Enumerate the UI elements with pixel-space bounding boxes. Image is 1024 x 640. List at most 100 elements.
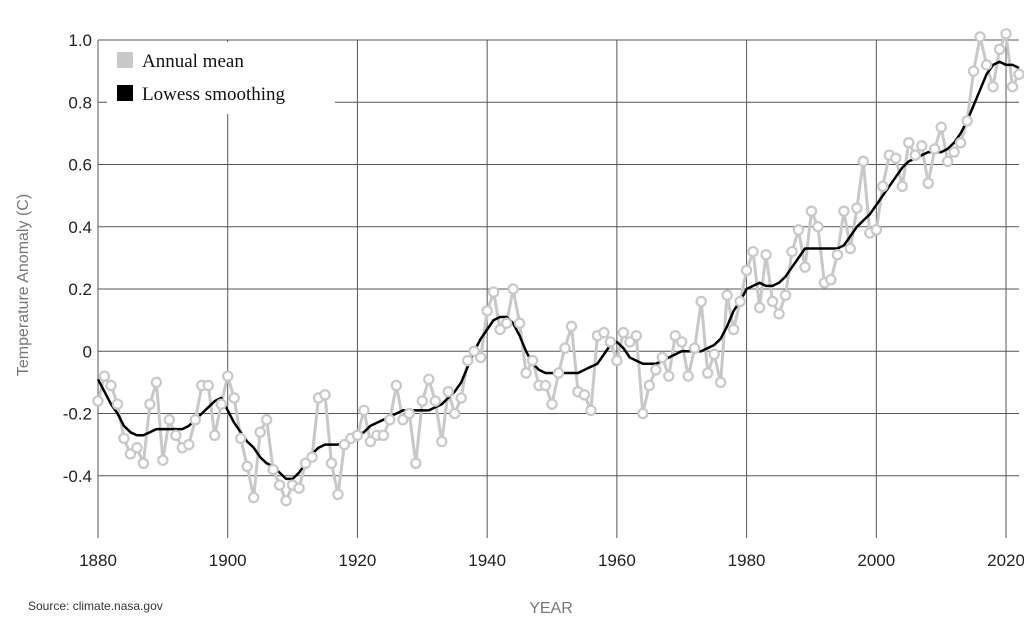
annual-mean-point: [546, 398, 558, 410]
annual-mean-point: [131, 442, 143, 454]
annual-mean-point: [676, 336, 688, 348]
annual-mean-point: [377, 429, 390, 441]
annual-mean-point: [403, 407, 416, 420]
annual-mean-point: [273, 479, 286, 491]
annual-mean-point: [993, 43, 1006, 56]
annual-mean-point: [877, 180, 889, 192]
annual-mean-point: [170, 429, 182, 441]
y-tick-label: 0.2: [68, 280, 92, 299]
annual-mean-point: [299, 457, 312, 469]
y-tick-label: 0.6: [68, 156, 92, 175]
x-tick-label: 1920: [339, 551, 377, 570]
annual-mean-point: [474, 351, 487, 364]
annual-mean-point: [118, 432, 130, 445]
annual-mean-point: [857, 155, 870, 168]
annual-mean-point: [332, 488, 344, 501]
legend: Annual mean Lowess smoothing: [107, 42, 335, 114]
annual-mean-point: [416, 395, 428, 407]
annual-mean-point: [747, 245, 759, 258]
annual-mean-point: [851, 202, 863, 214]
annual-mean-point: [1000, 28, 1012, 40]
annual-mean-point: [792, 224, 805, 236]
y-tick-label: 0: [83, 342, 92, 361]
annual-mean-point: [701, 367, 714, 379]
annual-mean-point: [163, 414, 176, 426]
annual-mean-point: [935, 121, 947, 133]
annual-mean-point: [604, 336, 617, 348]
annual-mean-point: [611, 354, 623, 367]
annual-mean-point: [630, 329, 643, 342]
annual-mean-point: [111, 398, 124, 410]
annual-mean-point: [682, 370, 694, 382]
annual-mean-point: [209, 429, 221, 441]
x-tick-labels: 1880 1900 1920 1940 1960 1980 2000 2020: [79, 551, 1024, 570]
annual-mean-point: [351, 429, 364, 441]
annual-mean-point: [805, 205, 818, 217]
annual-mean-point: [442, 386, 454, 398]
annual-mean-point: [779, 289, 792, 301]
annual-mean-point: [825, 273, 837, 286]
annual-mean-point: [578, 389, 591, 401]
annual-mean-point: [987, 80, 999, 93]
annual-mean-point: [358, 404, 370, 417]
annual-mean-point: [760, 249, 772, 261]
annual-mean-point: [92, 395, 104, 407]
annual-mean-point: [539, 379, 552, 392]
annual-mean-point: [105, 379, 117, 392]
annual-mean-point: [559, 342, 571, 354]
plot-series: [92, 28, 1024, 507]
annual-mean-point: [436, 435, 448, 448]
annual-mean-point: [689, 342, 701, 354]
annual-mean-point: [390, 379, 403, 392]
annual-mean-point: [727, 323, 740, 336]
annual-mean-point: [663, 370, 675, 382]
x-tick-label: 1980: [728, 551, 766, 570]
annual-mean-point: [234, 432, 247, 445]
annual-mean-point: [280, 494, 292, 507]
annual-mean-point: [844, 242, 857, 255]
annual-mean-point: [481, 305, 493, 317]
annual-mean-point: [338, 438, 351, 451]
annual-mean-point: [513, 317, 526, 329]
annual-mean-point: [449, 407, 461, 420]
annual-mean-point: [137, 457, 150, 469]
annual-mean-point: [890, 152, 902, 164]
annual-mean-point: [293, 482, 305, 494]
annual-mean-point: [961, 115, 973, 127]
annual-mean-point: [520, 367, 532, 379]
annual-mean-point: [786, 245, 798, 258]
annual-mean-point: [1006, 80, 1019, 93]
annual-mean-point: [812, 221, 824, 233]
annual-mean-point: [799, 261, 811, 273]
annual-mean-point: [721, 289, 733, 301]
annual-mean-point: [487, 286, 500, 298]
x-axis-title: YEAR: [529, 600, 573, 617]
x-tick-label: 1960: [598, 551, 636, 570]
annual-mean-point: [222, 370, 234, 382]
x-tick-label: 1940: [468, 551, 506, 570]
annual-mean-point: [98, 370, 111, 382]
annual-mean-point: [896, 180, 908, 192]
annual-mean-point: [254, 426, 266, 438]
legend-label-annual-mean: Annual mean: [142, 51, 244, 72]
annual-mean-point: [364, 435, 377, 448]
annual-mean-point: [637, 407, 649, 420]
annual-mean-point: [455, 392, 467, 404]
annual-mean-point: [397, 414, 409, 426]
annual-mean-point: [954, 137, 967, 149]
y-tick-label: -0.4: [63, 467, 92, 486]
annual-mean-point: [507, 283, 519, 295]
x-tick-label: 1900: [209, 551, 247, 570]
annual-mean-point: [241, 460, 253, 473]
grid-lines: [97, 39, 1019, 538]
annual-mean-point: [695, 295, 707, 308]
annual-mean-point: [974, 31, 986, 43]
y-axis-title: Temperature Anomaly (C): [15, 194, 32, 376]
annual-mean-point: [753, 301, 766, 314]
annual-mean-point: [410, 457, 422, 469]
annual-mean-point: [247, 491, 260, 504]
annual-mean-point: [585, 404, 597, 417]
legend-label-lowess-smoothing: Lowess smoothing: [142, 84, 286, 105]
annual-mean-point: [202, 379, 214, 392]
annual-mean-point: [598, 326, 610, 339]
